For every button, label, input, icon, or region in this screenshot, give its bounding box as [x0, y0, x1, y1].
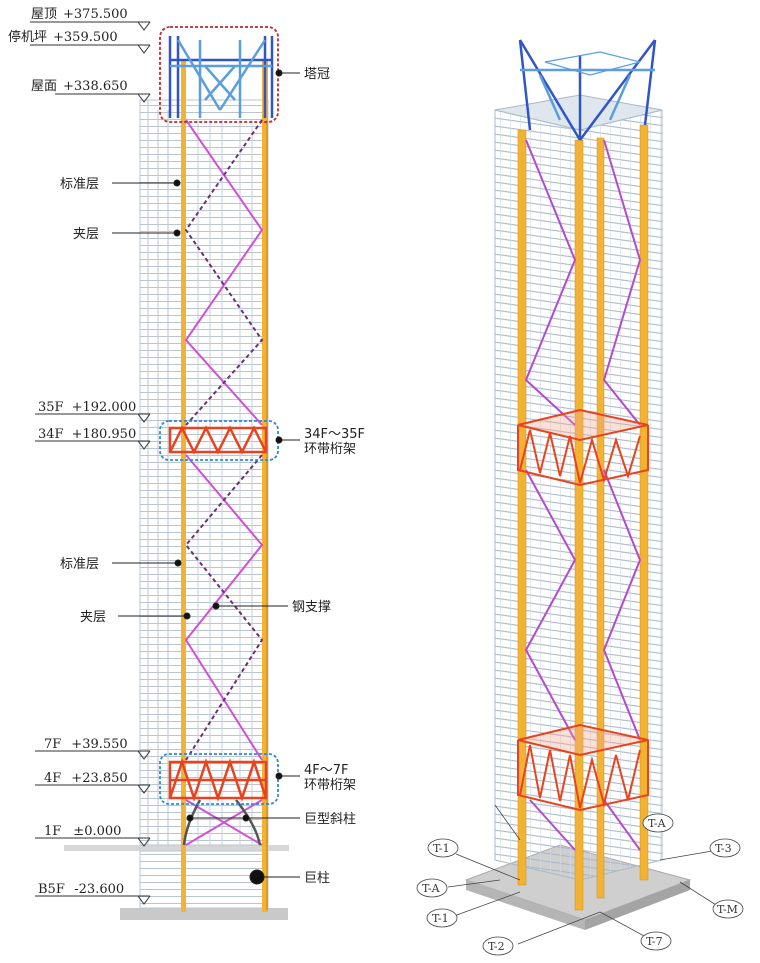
- belt-truss-lower: [168, 758, 268, 802]
- grid-bubble: [482, 936, 514, 956]
- level-elev: -23.600: [74, 882, 124, 897]
- steel-brace-label: 钢支撑: [292, 600, 331, 615]
- giant-column-left: [181, 60, 186, 912]
- level-name: 停机坪: [8, 29, 47, 45]
- belt-truss-upper: [168, 425, 268, 455]
- level-elev: +192.000: [72, 400, 137, 415]
- grid-label: T-M: [717, 903, 738, 916]
- grid-bubble: [416, 878, 448, 898]
- level-elev: +180.950: [72, 427, 137, 442]
- steel-braces: [184, 119, 264, 846]
- grid-bubble: [709, 838, 741, 858]
- giant-column-label: 巨柱: [304, 871, 330, 886]
- svg-text:停机坪+359.500: 停机坪 +359.500: [8, 29, 118, 45]
- level-elev: +338.650: [63, 79, 128, 94]
- basement-frame: [139, 850, 269, 909]
- level-elev: ±0.000: [73, 824, 121, 839]
- lower-truss-label-1: 4F～7F: [304, 763, 349, 778]
- upper-truss-label-2: 环带桁架: [304, 442, 356, 457]
- grid-bubble: [426, 908, 458, 928]
- belt-truss-3d-lower: [517, 723, 649, 812]
- grid-label: T-2: [488, 940, 505, 953]
- grid-bubble: [640, 931, 672, 951]
- level-name: 7F: [44, 737, 61, 752]
- grid-axis-labels: T-1 T-A T-1 T-2 T-7 T-M T-3 T-A: [422, 817, 738, 953]
- grid-axes: [416, 804, 744, 956]
- foundation-slab: [120, 908, 288, 920]
- level-elev: +375.500: [63, 7, 128, 22]
- mezzanine-label-top: 夹层: [73, 227, 99, 242]
- grid-label: T-1: [432, 912, 449, 925]
- ground-line: [64, 845, 289, 851]
- braces-3d: [524, 139, 642, 851]
- svg-text:35F+192.000: 35F +192.000: [38, 400, 136, 415]
- mezzanine-label-mid: 夹层: [80, 610, 106, 625]
- level-elev: +359.500: [53, 30, 118, 45]
- level-name: 4F: [44, 771, 61, 786]
- isometric-view: T-1 T-A T-1 T-2 T-7 T-M T-3 T-A: [416, 39, 744, 956]
- callout-leaders: [112, 69, 300, 885]
- level-elev: +23.850: [71, 771, 127, 786]
- level-labels: 屋顶 +375.500 停机坪 +359.500 屋面 +338.650 35F +19…: [8, 7, 136, 897]
- level-name: 34F: [38, 427, 64, 442]
- grid-label: T-A: [648, 817, 667, 830]
- grid-label: T-7: [646, 935, 663, 948]
- crown-label: 塔冠: [304, 67, 330, 82]
- giant-column-right: [262, 60, 268, 912]
- grid-label: T-1: [433, 842, 450, 855]
- level-name: B5F: [38, 882, 65, 897]
- grid-label: T-3: [715, 842, 732, 855]
- callout-labels: 塔冠 标准层 夹层 34F～35F 环带桁架 标准层 钢支撑 夹层 4F～7F …: [60, 67, 365, 886]
- svg-text:1F±0.000: 1F ±0.000: [44, 824, 121, 839]
- level-name: 屋面: [31, 79, 57, 94]
- svg-text:34F+180.950: 34F +180.950: [38, 427, 136, 442]
- svg-text:B5F-23.600: B5F -23.600: [38, 882, 124, 897]
- level-name: 35F: [38, 400, 64, 415]
- level-marks: [30, 21, 151, 905]
- level-name: 1F: [44, 824, 61, 839]
- standard-floor-label-top: 标准层: [60, 177, 99, 192]
- upper-truss-highlight-box: [159, 420, 279, 461]
- grid-bubble: [427, 838, 459, 858]
- svg-text:屋顶+375.500: 屋顶 +375.500: [31, 7, 128, 22]
- giant-inclined-column-label: 巨型斜柱: [304, 812, 356, 827]
- grid-bubble: [712, 899, 744, 919]
- upper-truss-label-1: 34F～35F: [304, 427, 365, 442]
- tower-crown: [168, 36, 274, 118]
- svg-text:4F+23.850: 4F +23.850: [44, 771, 128, 786]
- standard-floor-label-mid: 标准层: [60, 557, 99, 572]
- svg-text:7F+39.550: 7F +39.550: [44, 737, 128, 752]
- level-elev: +39.550: [71, 737, 127, 752]
- belt-truss-3d-upper: [517, 408, 649, 487]
- grid-bubble: [642, 813, 674, 833]
- grid-label: T-A: [422, 882, 441, 895]
- lower-truss-label-2: 环带桁架: [304, 778, 356, 793]
- tower-crown-3d: [518, 39, 657, 141]
- svg-text:屋面+338.650: 屋面 +338.650: [31, 79, 128, 94]
- level-name: 屋顶: [31, 7, 57, 22]
- elevation-view: 屋顶 +375.500 停机坪 +359.500 屋面 +338.650 35F +19…: [8, 7, 365, 920]
